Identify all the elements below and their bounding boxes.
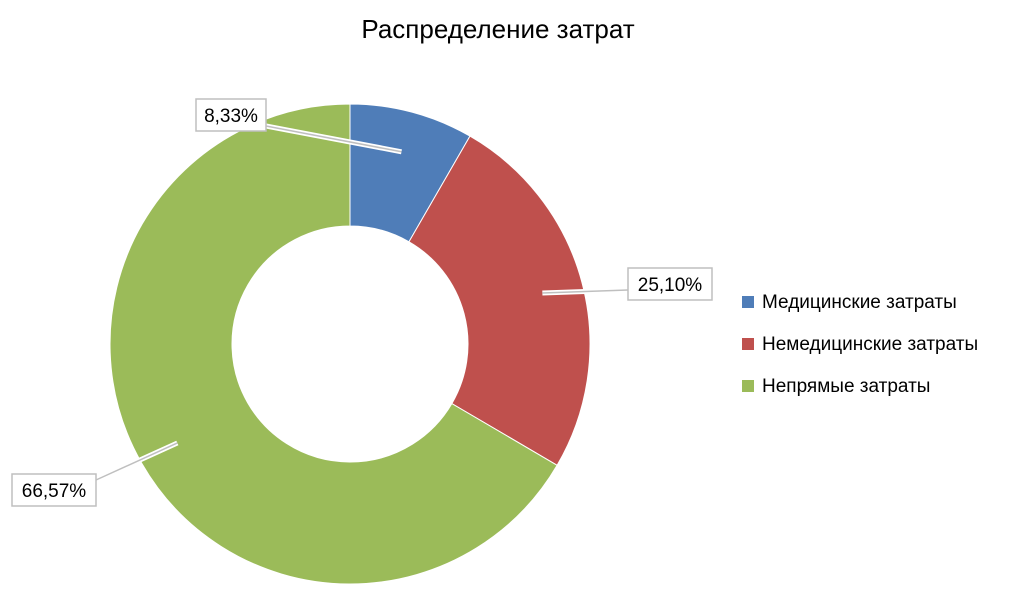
data-label-box-1	[195, 98, 267, 132]
leader-line-stroke-3	[95, 442, 178, 481]
donut-slice-2	[408, 135, 591, 466]
data-label-box-2	[627, 267, 713, 301]
legend-swatch-2	[742, 338, 754, 350]
data-label-3: 66,57%	[22, 481, 87, 502]
legend-swatch-1	[742, 296, 754, 308]
data-label-leaders	[94, 123, 629, 483]
legend: Медицинские затраты Немедицинские затраты…	[742, 292, 978, 397]
leader-line-stroke-2	[542, 289, 629, 294]
chart-title: Распределение затрат	[361, 14, 634, 44]
legend-label-3: Непрямые затраты	[762, 376, 930, 397]
legend-swatch-3	[742, 380, 754, 392]
legend-label-2: Немедицинские затраты	[762, 334, 978, 355]
data-label-box-3	[11, 473, 97, 507]
data-label-2: 25,10%	[638, 275, 703, 296]
legend-label-1: Медицинские затраты	[762, 292, 957, 313]
data-labels: 8,33% 25,10% 66,57%	[11, 98, 713, 507]
donut-slices	[109, 103, 591, 585]
data-label-1: 8,33%	[204, 106, 258, 127]
leader-line-stroke-1	[265, 125, 402, 153]
donut-slice-3	[109, 103, 558, 585]
